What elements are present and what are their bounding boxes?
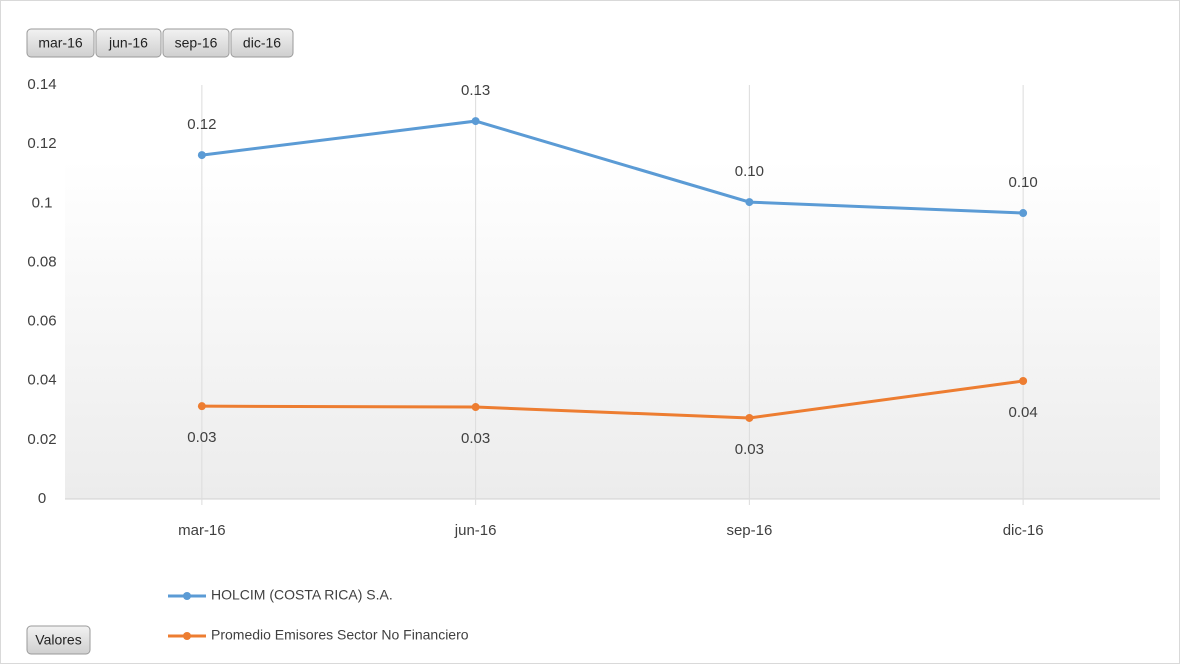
y-tick-label: 0.06 [27, 313, 56, 330]
data-label: 0.04 [1009, 404, 1038, 421]
y-tick-label: 0.08 [27, 253, 56, 270]
series-line [201, 379, 1024, 420]
data-label: 0.10 [735, 163, 764, 180]
button-label[interactable]: sep-16 [175, 35, 218, 51]
y-tick-label: 0.02 [27, 431, 56, 448]
data-point [197, 402, 206, 411]
button-frame[interactable] [26, 625, 91, 655]
legend-marker [183, 592, 191, 600]
y-tick-label: 0 [38, 490, 46, 507]
data-point [745, 413, 754, 422]
legend-marker [183, 632, 191, 640]
y-tick-label: 0.1 [32, 194, 53, 211]
button-label[interactable]: mar-16 [38, 35, 83, 51]
x-tick-label: dic-16 [1003, 522, 1044, 539]
x-tick-label: sep-16 [726, 522, 772, 539]
y-tick-label: 0.14 [27, 76, 56, 93]
y-tick-label: 0.12 [27, 135, 56, 152]
legend-label: Promedio Emisores Sector No Financiero [211, 627, 469, 643]
button-frame[interactable] [162, 28, 230, 58]
pivot-button[interactable]: mar-16 [26, 28, 95, 58]
pivot-button[interactable]: sep-16 [162, 28, 230, 58]
button-frame[interactable] [95, 28, 162, 58]
data-point [1019, 377, 1028, 386]
data-point [1019, 209, 1028, 218]
data-point [745, 198, 754, 207]
button-label[interactable]: dic-16 [243, 35, 281, 51]
plot-area [65, 160, 1160, 499]
data-point [197, 151, 206, 160]
legend-label: HOLCIM (COSTA RICA) S.A. [211, 587, 393, 603]
button-frame[interactable] [230, 28, 294, 58]
data-label: 0.13 [461, 82, 490, 99]
series-line [201, 119, 1024, 215]
data-label: 0.10 [1009, 174, 1038, 191]
data-label: 0.03 [461, 430, 490, 447]
pivot-button[interactable]: Valores [26, 625, 91, 655]
pivot-button[interactable]: dic-16 [230, 28, 294, 58]
x-tick-label: jun-16 [454, 522, 497, 539]
y-tick-label: 0.04 [27, 372, 56, 389]
button-label[interactable]: jun-16 [108, 35, 148, 51]
button-frame[interactable] [26, 28, 95, 58]
data-point [471, 403, 480, 412]
data-label: 0.03 [735, 441, 764, 458]
data-point [471, 117, 480, 126]
x-tick-label: mar-16 [178, 522, 226, 539]
data-label: 0.03 [187, 429, 216, 446]
button-label[interactable]: Valores [35, 632, 81, 648]
pivot-button[interactable]: jun-16 [95, 28, 162, 58]
data-label: 0.12 [187, 116, 216, 133]
